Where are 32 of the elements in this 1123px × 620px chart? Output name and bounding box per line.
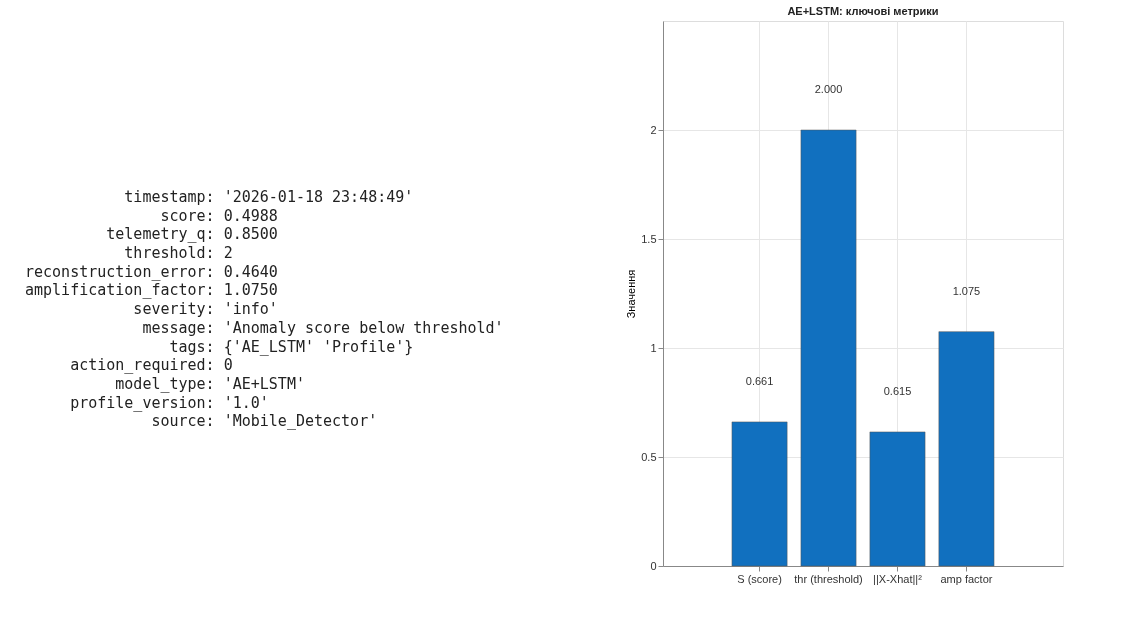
y-axis-title: Значення: [625, 269, 638, 319]
chart-title: AE+LSTM: ключові метрики: [787, 5, 939, 17]
y-tick-label: 0: [650, 559, 657, 572]
text: score: 0.4988: [160, 206, 278, 225]
data-label: 0.615: [883, 384, 912, 397]
y-tick-label: 2: [650, 123, 657, 136]
x-tick-label: amp factor: [940, 572, 993, 585]
source-note: source: 'Mobile_Detector': [151, 412, 378, 431]
y-tick-label: 1.5: [641, 232, 657, 245]
text: telemetry_q: 0.8500: [106, 225, 278, 244]
data-label: 0.661: [745, 374, 774, 387]
text: tags: {'AE_LSTM' 'Profile'}: [169, 337, 414, 356]
text: severity: 'info': [133, 300, 278, 319]
bar: [800, 129, 857, 567]
data-label: 2.000: [814, 83, 843, 95]
y-tick-label: 0.5: [641, 450, 657, 463]
text: profile_version: '1.0': [70, 393, 269, 412]
text: timestamp: '2026-01-18 23:48:49': [124, 187, 414, 206]
text: reconstruction_error: 0.4640: [25, 262, 278, 281]
bar: [731, 421, 788, 567]
text: message: 'Anomaly score below threshold': [142, 318, 504, 337]
x-tick-label: thr (threshold): [794, 572, 863, 585]
bar: [938, 331, 995, 567]
text: action_required: 0: [70, 356, 233, 375]
data-label: 1.075: [952, 284, 981, 297]
y-tick-label: 1: [650, 341, 657, 354]
x-tick-label: S (score): [737, 572, 782, 585]
x-tick-label: ||X-Xhat||²: [873, 572, 923, 585]
text: amplification_factor: 1.0750: [25, 281, 278, 300]
text: model_type: 'AE+LSTM': [115, 374, 305, 393]
text: threshold: 2: [124, 244, 233, 262]
bar: [869, 431, 926, 567]
